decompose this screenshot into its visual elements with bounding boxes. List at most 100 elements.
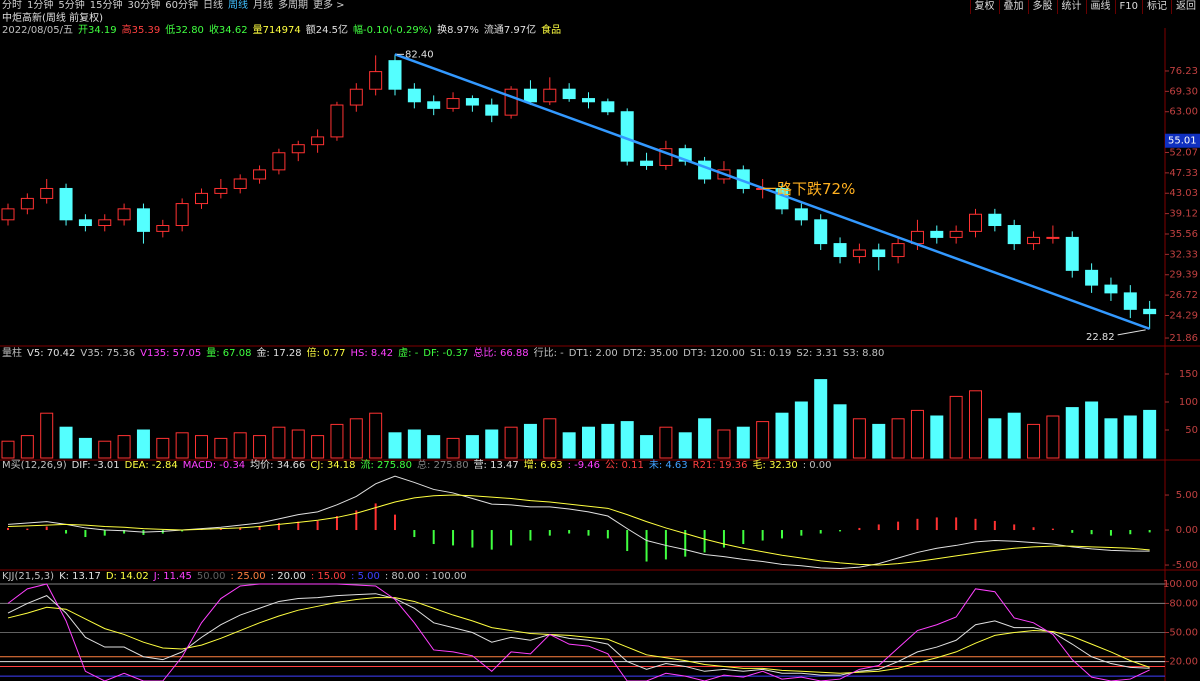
legend-item: : 0.00	[802, 460, 832, 471]
candle-body	[156, 225, 170, 232]
legend-item: : 80.00	[384, 571, 421, 582]
legend-item: R21: 19.36	[692, 460, 748, 471]
tool-bar: 复权 叠加 多股 统计 画线 F10 标记 返回	[969, 0, 1200, 14]
candle-body	[253, 169, 267, 180]
cursor-box	[1165, 133, 1200, 148]
volume-bar	[969, 390, 982, 459]
tool-button[interactable]: 统计	[1056, 0, 1086, 14]
kdj-legend: KJJ(21,5,3) K: 13.17 D: 14.02 J: 11.45 50.00…	[2, 571, 472, 583]
candle-body	[388, 60, 402, 90]
info-line: 2022/08/05/五 开34.19 高35.39 低32.80 收34.62 量714…	[2, 25, 566, 37]
tool-button[interactable]: 标记	[1142, 0, 1171, 14]
candle-body	[175, 203, 189, 227]
candle-body	[407, 88, 421, 103]
volume-bar	[78, 437, 92, 459]
volume-bar	[388, 432, 402, 459]
indicator-line	[7, 583, 1150, 681]
tool-button[interactable]: 画线	[1085, 0, 1115, 14]
legend-item: : 25.00	[230, 571, 266, 582]
candle-body	[136, 208, 150, 232]
legend-item: 增: 6.63	[523, 460, 563, 471]
legend-item: HS: 8.42	[350, 348, 394, 359]
candle-body	[698, 160, 712, 180]
volume-bar	[175, 432, 189, 459]
tool-button[interactable]: 返回	[1171, 0, 1200, 14]
info-item: 低32.80	[165, 25, 204, 36]
candle-body	[988, 213, 1002, 227]
tool-button[interactable]: F10	[1114, 0, 1142, 14]
title: 中炬高新(周线 前复权)	[2, 13, 103, 24]
period-button[interactable]: 5分钟	[58, 0, 85, 11]
y-tick-label: 47.33	[1169, 168, 1198, 179]
volume-bar	[620, 421, 634, 459]
tool-button[interactable]: 复权	[969, 0, 999, 14]
candle-body	[1104, 284, 1118, 294]
period-button[interactable]: 1分钟	[27, 0, 54, 11]
indicator-line	[7, 494, 1150, 566]
candle-body	[582, 98, 595, 103]
period-button[interactable]: 月线	[252, 0, 273, 11]
volume-bar	[833, 404, 847, 459]
y-tick-label: 150	[1179, 369, 1198, 380]
legend-item: K: 13.17	[59, 571, 101, 582]
y-tick-label: 100	[1179, 397, 1198, 408]
volume-bar	[233, 432, 247, 459]
y-tick-label: 50	[1185, 425, 1198, 436]
candle-body	[640, 160, 654, 166]
legend-item: KJJ(21,5,3)	[2, 571, 55, 582]
candle-body	[852, 249, 866, 258]
candle-body	[543, 88, 557, 103]
legend-item: : 100.00	[425, 571, 467, 582]
y-tick-label: 29.39	[1169, 270, 1198, 281]
volume-bar	[910, 409, 924, 459]
volume-bar	[214, 437, 228, 459]
period-button[interactable]: 15分钟	[89, 0, 123, 11]
candle-body	[369, 71, 383, 90]
y-tick-label: 24.29	[1169, 310, 1198, 321]
volume-bar	[698, 418, 712, 459]
candle-body	[59, 187, 73, 221]
trough-label: 22.82	[1086, 332, 1115, 343]
period-button[interactable]: 分时	[2, 0, 22, 11]
y-tick-label: 100.00	[1163, 579, 1198, 590]
info-item: 换8.97%	[437, 25, 479, 36]
y-tick-label: 0.00	[1176, 525, 1198, 536]
volume-bar	[1007, 412, 1021, 459]
legend-item: MACD: -0.34	[182, 460, 246, 471]
tool-button[interactable]: 叠加	[998, 0, 1028, 14]
legend-item: DT1: 2.00	[568, 348, 618, 359]
y-tick-label: 5.00	[1176, 490, 1198, 501]
volume-bar	[40, 412, 54, 459]
legend-item: 毛: 32.30	[752, 460, 798, 471]
candle-body	[833, 243, 847, 258]
legend-item: S3: 8.80	[842, 348, 885, 359]
volume-bar	[736, 426, 750, 459]
y-tick-label: 20.00	[1169, 657, 1198, 668]
candle-body	[214, 187, 228, 194]
cursor-label: 55.01	[1168, 136, 1197, 147]
volume-bar	[717, 429, 731, 459]
volume-bar	[1085, 401, 1099, 459]
period-button[interactable]: 日线	[202, 0, 223, 11]
period-button[interactable]: 更多 >	[312, 0, 345, 11]
y-tick-label: 26.72	[1169, 290, 1198, 301]
volume-bar	[756, 421, 770, 459]
period-button[interactable]: 30分钟	[127, 0, 161, 11]
info-item: 流通7.97亿	[483, 25, 537, 36]
candle-body	[272, 152, 286, 171]
volume-bar	[814, 379, 828, 459]
period-button[interactable]: 60分钟	[165, 0, 198, 11]
volume-bar	[136, 429, 150, 459]
volume-bar	[582, 426, 595, 459]
volume-bar	[988, 418, 1002, 459]
legend-item: DT3: 120.00	[683, 348, 745, 359]
candle-body	[523, 88, 537, 103]
candle-body	[20, 197, 34, 210]
period-button[interactable]: 多周期	[277, 0, 308, 11]
period-button[interactable]: 周线	[227, 0, 248, 11]
legend-item: 行比: -	[533, 348, 564, 359]
volume-bar	[369, 412, 383, 459]
y-tick-label: 63.00	[1169, 107, 1198, 118]
tool-button[interactable]: 多股	[1027, 0, 1057, 14]
